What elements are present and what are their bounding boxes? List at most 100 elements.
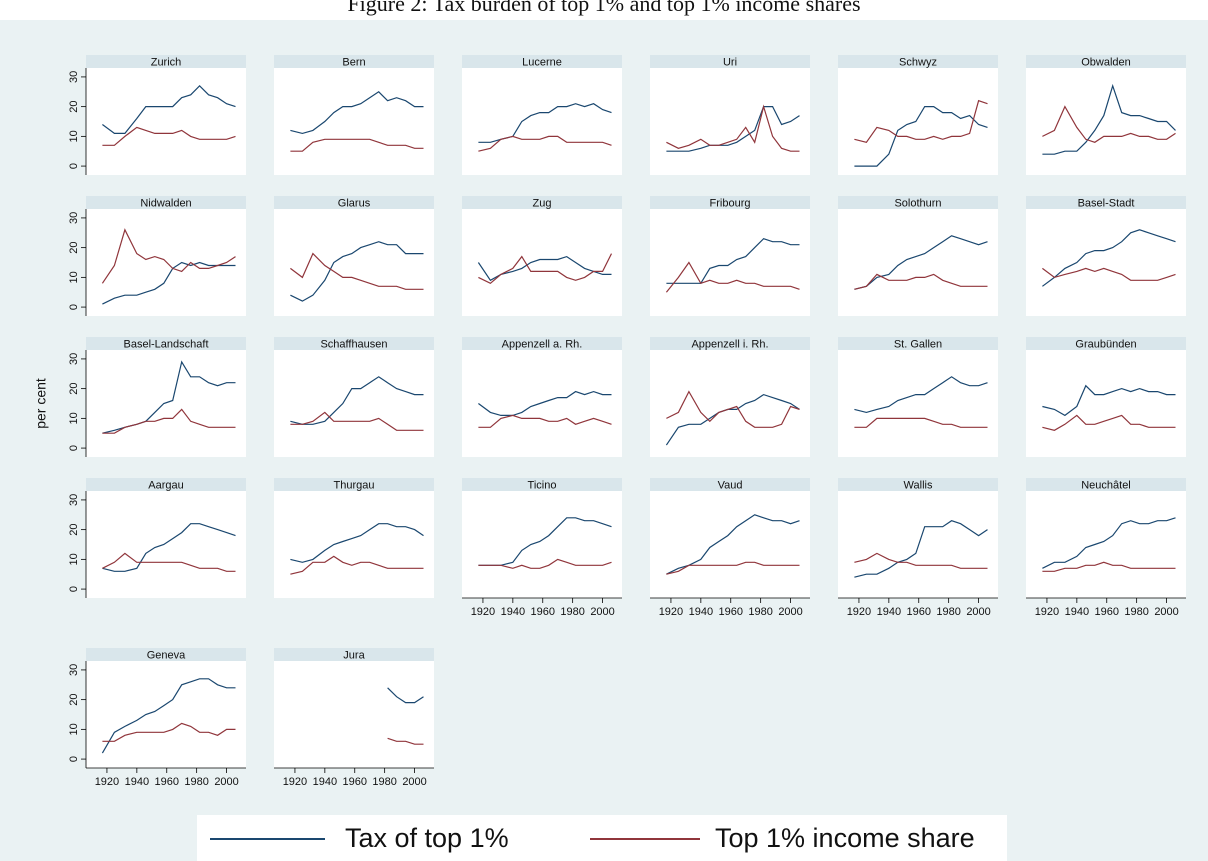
x-tick-label: 1940	[877, 606, 901, 618]
series-line	[1042, 517, 1176, 569]
plot-area	[1026, 350, 1186, 457]
strip	[86, 55, 246, 68]
panel-title: Jura	[343, 649, 365, 661]
series-line	[854, 99, 988, 143]
plot-area	[86, 350, 246, 457]
series-line	[854, 417, 988, 428]
panel-title: Glarus	[338, 197, 371, 209]
y-tick-label: 30	[68, 212, 80, 224]
plot-area	[1026, 491, 1186, 598]
panel-title: St. Gallen	[894, 338, 942, 350]
plot-area	[86, 491, 246, 598]
x-tick-label: 1960	[155, 776, 179, 788]
series-line	[665, 261, 800, 293]
series-line	[477, 255, 612, 282]
plot-area	[1026, 209, 1186, 316]
strip	[462, 478, 622, 491]
plot-area	[462, 491, 622, 598]
strip	[838, 55, 998, 68]
y-tick-label: 0	[68, 163, 80, 169]
series-line	[290, 241, 424, 302]
x-tick-label: 1960	[531, 606, 555, 618]
strip	[650, 55, 810, 68]
plot-area	[462, 350, 622, 457]
x-tick-label: 1940	[1065, 606, 1089, 618]
y-tick-label: 0	[68, 304, 80, 310]
panel-title: Basel-Landschaft	[124, 338, 209, 350]
plot-area	[838, 68, 998, 175]
strip	[86, 648, 246, 661]
y-tick-label: 10	[68, 271, 80, 283]
x-tick-label: 1980	[184, 776, 208, 788]
series-line	[1042, 384, 1176, 417]
strip	[838, 337, 998, 350]
panel-title: Ticino	[528, 479, 557, 491]
strip	[274, 648, 434, 661]
series-line	[290, 252, 424, 290]
series-line	[290, 91, 424, 135]
series-line	[102, 523, 236, 572]
panel-title: Wallis	[904, 479, 933, 491]
strip	[650, 196, 810, 209]
panel-title: Appenzell i. Rh.	[691, 338, 768, 350]
series-line	[665, 393, 800, 446]
series-line	[478, 558, 612, 569]
x-tick-label: 1940	[313, 776, 337, 788]
series-line	[666, 104, 800, 152]
strip	[86, 337, 246, 350]
series-line	[666, 561, 800, 575]
strip	[462, 196, 622, 209]
x-tick-label: 2000	[778, 606, 802, 618]
y-tick-label: 10	[68, 130, 80, 142]
panel-title: Zurich	[151, 56, 182, 68]
x-tick-label: 1920	[847, 606, 871, 618]
y-tick-label: 20	[68, 242, 80, 254]
plot-area	[274, 68, 434, 175]
strip	[462, 55, 622, 68]
strip	[86, 478, 246, 491]
plot-area	[650, 68, 810, 175]
y-tick-label: 0	[68, 586, 80, 592]
series-line	[666, 514, 800, 575]
y-axis-label: per cent	[33, 378, 49, 429]
panel-title: Thurgau	[334, 479, 375, 491]
plot-area	[274, 209, 434, 316]
x-tick-label: 1980	[560, 606, 584, 618]
series-line	[290, 411, 424, 431]
series-line	[102, 408, 236, 434]
panel-title: Zug	[533, 197, 552, 209]
series-line	[290, 138, 424, 152]
panel-title: Nidwalden	[140, 197, 191, 209]
series-line	[290, 555, 424, 575]
legend-label: Top 1% income share	[715, 823, 975, 853]
x-tick-label: 1980	[748, 606, 772, 618]
y-tick-label: 30	[68, 664, 80, 676]
x-tick-label: 1920	[1035, 606, 1059, 618]
panel-title: Lucerne	[522, 56, 562, 68]
y-tick-label: 20	[68, 694, 80, 706]
series-line	[478, 517, 612, 566]
series-line	[290, 376, 424, 425]
series-line	[478, 135, 612, 152]
series-line	[387, 737, 424, 745]
plot-area	[462, 209, 622, 316]
x-tick-label: 1940	[501, 606, 525, 618]
plot-area	[462, 68, 622, 175]
series-line	[102, 722, 236, 742]
panel-title: Graubünden	[1075, 338, 1136, 350]
x-tick-label: 2000	[590, 606, 614, 618]
y-tick-label: 30	[68, 353, 80, 365]
x-tick-label: 2000	[214, 776, 238, 788]
strip	[1026, 55, 1186, 68]
y-tick-label: 20	[68, 383, 80, 395]
series-line	[101, 228, 236, 284]
strip	[1026, 337, 1186, 350]
panel-title: Appenzell a. Rh.	[502, 338, 583, 350]
x-tick-label: 1980	[372, 776, 396, 788]
y-tick-label: 30	[68, 71, 80, 83]
series-line	[478, 414, 612, 428]
series-line	[1042, 83, 1176, 155]
plot-area	[838, 491, 998, 598]
plot-area	[650, 209, 810, 316]
series-line	[1042, 267, 1176, 281]
